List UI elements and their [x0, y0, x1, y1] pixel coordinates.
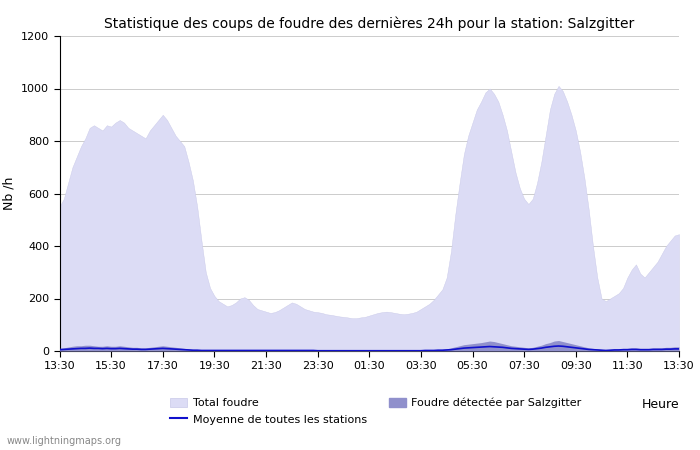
Text: www.lightningmaps.org: www.lightningmaps.org — [7, 436, 122, 446]
Title: Statistique des coups de foudre des dernières 24h pour la station: Salzgitter: Statistique des coups de foudre des dern… — [104, 16, 634, 31]
Y-axis label: Nb /h: Nb /h — [2, 177, 15, 210]
Legend: Total foudre, Moyenne de toutes les stations, Foudre détectée par Salzgitter: Total foudre, Moyenne de toutes les stat… — [170, 397, 582, 425]
Text: Heure: Heure — [641, 398, 679, 411]
